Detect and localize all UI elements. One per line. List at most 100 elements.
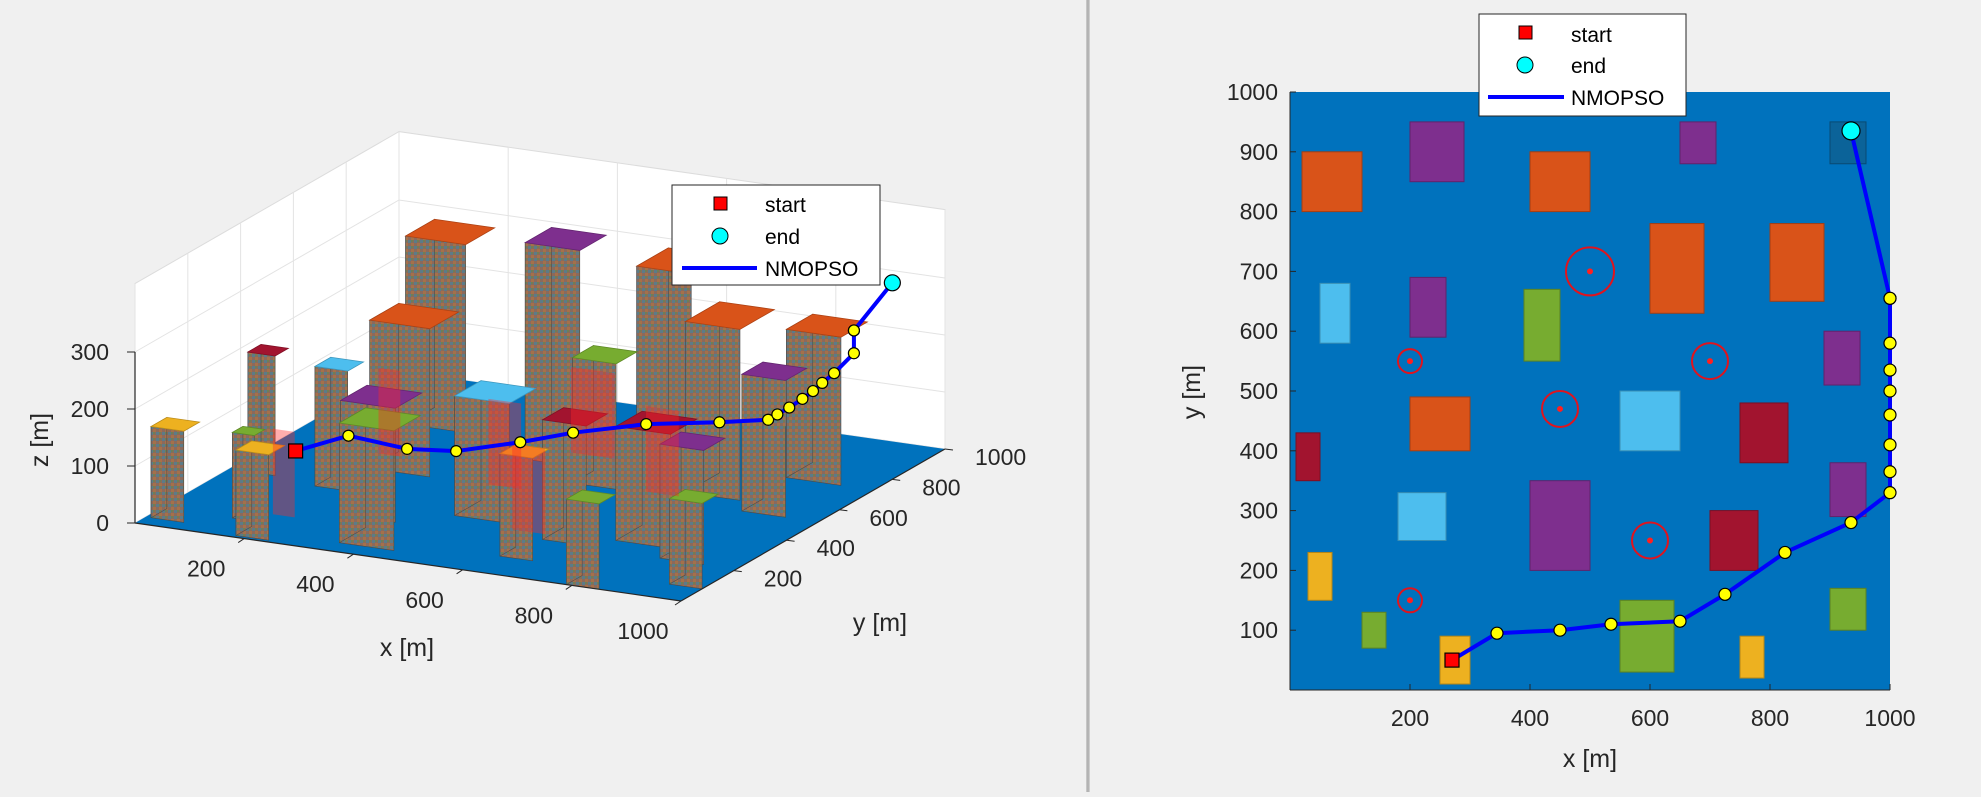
path-waypoint (1883, 291, 1897, 305)
path-waypoint (514, 436, 527, 449)
path-waypoint (783, 401, 796, 414)
x-axis-line (134, 522, 682, 602)
building (498, 443, 550, 562)
path-waypoint (847, 324, 861, 337)
x-tick-label: 400 (296, 571, 334, 597)
building-side-face (314, 356, 332, 487)
path-waypoint (1883, 486, 1897, 500)
threat-cylinder (570, 366, 615, 459)
x-tick-label: 200 (1391, 705, 1429, 731)
threat-center-dot (1557, 405, 1563, 412)
y-tick-mark (944, 448, 954, 451)
y-tick-label: 800 (922, 474, 960, 500)
obstacle-footprint (1397, 492, 1447, 542)
x-tick-label: 1000 (617, 618, 668, 644)
z-tick-label: 200 (71, 396, 109, 422)
path-waypoint (1883, 363, 1897, 377)
end-marker (1841, 121, 1861, 141)
path-waypoint (640, 418, 653, 431)
y-tick-mark (839, 509, 848, 512)
building-roof (338, 407, 422, 432)
building-roof (246, 344, 290, 357)
obstacle-footprint (1679, 121, 1717, 165)
building (234, 440, 286, 541)
path-waypoint (401, 442, 414, 455)
path-waypoint (828, 367, 841, 380)
building-roof (231, 425, 266, 436)
obstacle-footprint (1409, 121, 1465, 183)
building-roof (368, 302, 460, 330)
building (668, 489, 720, 590)
building-roof (740, 361, 808, 381)
y-tick-mark (892, 478, 901, 481)
legend-start-label: start (1571, 24, 1612, 47)
threat-cylinder (272, 428, 295, 518)
y-tick-label: 200 (1240, 557, 1278, 583)
threat-zone-circle (1541, 389, 1579, 428)
building-roof (523, 227, 608, 251)
building-roof (313, 356, 365, 372)
path-waypoint (1883, 465, 1897, 479)
path-waypoint (796, 392, 809, 405)
obstacle-footprint (1709, 510, 1759, 571)
building-roof (658, 431, 727, 451)
y-tick-label: 800 (1240, 199, 1278, 225)
legend: start end NMOPSO (671, 184, 881, 286)
legend-end-label: end (765, 226, 800, 249)
top-view-path-plot: 200 400 600 800 1000 100 200 300 400 500 600 700 800… (1178, 13, 1916, 773)
building-side-face (542, 407, 564, 540)
obstacle-footprint (1619, 390, 1681, 452)
threat-center-dot (1407, 597, 1413, 604)
z-axis-label: z [m] (26, 413, 54, 467)
building-roof (234, 440, 286, 456)
legend-end-marker (711, 227, 729, 245)
x-tick-label: 400 (1511, 705, 1549, 731)
path-waypoint (566, 426, 580, 439)
path-waypoint (1553, 623, 1567, 637)
building-side-face (741, 361, 764, 512)
threat-cylinder (378, 367, 401, 457)
figure-divider[interactable] (1086, 0, 1090, 792)
x-tick-label: 800 (515, 602, 553, 628)
building (565, 489, 617, 590)
obstacle-footprint (1301, 151, 1363, 213)
threat-cylinder (512, 443, 545, 535)
x-tick-mark (237, 538, 245, 544)
path-waypoint (1844, 515, 1858, 530)
legend-path-label: NMOPSO (765, 258, 858, 281)
x-tick-label: 800 (1751, 705, 1789, 731)
obstacle-footprint (1529, 480, 1591, 571)
obstacle-footprint (1409, 396, 1471, 452)
path-waypoint (806, 384, 820, 398)
x-axis-label: x [m] (380, 634, 434, 662)
x-tick-mark (565, 584, 573, 590)
y-tick-label: 400 (1240, 438, 1278, 464)
threat-zone-circle (1565, 246, 1615, 297)
path-waypoint (771, 408, 784, 421)
legend-start-label: start (765, 194, 806, 217)
obstacle-footprint (1409, 276, 1447, 338)
path-waypoint (847, 347, 861, 360)
x-tick-mark (347, 553, 354, 559)
building-side-face (150, 416, 168, 519)
building-roof (668, 489, 720, 504)
legend-end-label: end (1571, 55, 1606, 78)
legend-end-marker (1516, 56, 1534, 74)
end-marker (883, 274, 901, 292)
y-tick-label: 500 (1240, 378, 1278, 404)
building-roof (404, 218, 496, 246)
start-marker (288, 443, 304, 459)
y-axis-label: y [m] (1178, 365, 1206, 419)
path-waypoint (713, 416, 726, 429)
path-waypoint (1718, 587, 1732, 601)
building-side-face (615, 410, 643, 541)
threat-center-dot (1587, 268, 1593, 275)
obstacle-footprint (1307, 551, 1333, 601)
y-axis-label: y [m] (853, 609, 907, 637)
obstacle-footprint (1619, 599, 1675, 673)
legend-path-label: NMOPSO (1571, 87, 1664, 110)
building-roof (453, 380, 537, 405)
threat-zone-circle (1691, 342, 1729, 381)
building-roof (684, 301, 776, 330)
path-waypoint (816, 376, 829, 389)
